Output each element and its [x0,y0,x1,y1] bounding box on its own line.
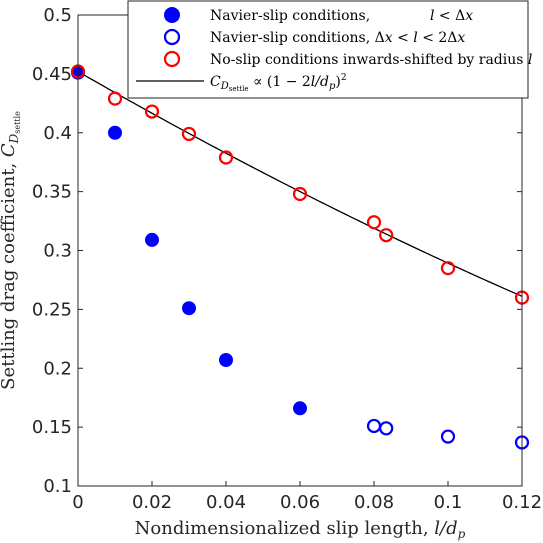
x-tick-label: 0.1 [434,492,463,513]
plot-area [70,64,530,450]
data-point-series-0 [293,401,307,416]
x-axis-label: Nondimensionalized slip length, l/dp [135,518,466,541]
data-point-series-2 [379,228,394,243]
data-point-series-0 [219,353,233,368]
data-point-series-1 [440,429,456,444]
legend-marker-series-2 [163,50,181,68]
y-tick-label: 0.2 [43,358,72,379]
legend-marker-series-1 [163,28,181,46]
y-tick-label: 0.1 [43,476,72,497]
y-tick-label: 0.45 [32,64,72,85]
axis-labels: Nondimensionalized slip length, l/dp Sett… [0,111,466,541]
y-tick-label: 0.25 [32,299,72,320]
legend-label-series-3: CDsettle ∝ (1 − 2l/dp)2 [210,73,347,93]
data-point-series-2 [107,91,123,106]
y-axis-label: Settling drag coefficient, CDsettle [0,111,22,390]
x-tick-label: 0.12 [502,492,542,513]
x-tick-label: 0.04 [206,492,246,513]
data-point-series-2 [366,215,382,230]
y-tick-label: 0.15 [32,417,72,438]
x-tick-label: 0 [72,492,83,513]
x-tick-label: 0.06 [280,492,320,513]
data-point-series-2 [440,261,456,276]
data-point-series-0 [182,301,196,316]
y-tick-label: 0.5 [43,5,72,26]
data-point-series-1 [379,421,394,436]
data-point-series-2 [144,104,160,119]
data-point-series-0 [145,232,159,247]
legend: Navier-slip conditions, l < Δx Navier-slip… [127,0,532,99]
data-point-series-2 [181,126,197,142]
legend-label-series-0: Navier-slip conditions, l < Δx [210,8,473,24]
data-point-series-2 [292,186,308,202]
y-tick-label: 0.35 [32,182,72,203]
data-point-series-0 [108,125,122,140]
legend-box [127,0,529,99]
x-tick-label: 0.08 [354,492,394,513]
x-tick-label: 0.02 [132,492,172,513]
legend-label-series-1: Navier-slip conditions, Δx < l < 2Δx [210,30,465,46]
legend-label-series-2: No-slip conditions inwards-shifted by ra… [210,52,532,68]
y-tick-label: 0.3 [43,241,72,262]
data-point-series-2 [218,150,234,165]
legend-marker-series-0 [164,7,180,23]
y-tick-label: 0.4 [43,123,72,144]
